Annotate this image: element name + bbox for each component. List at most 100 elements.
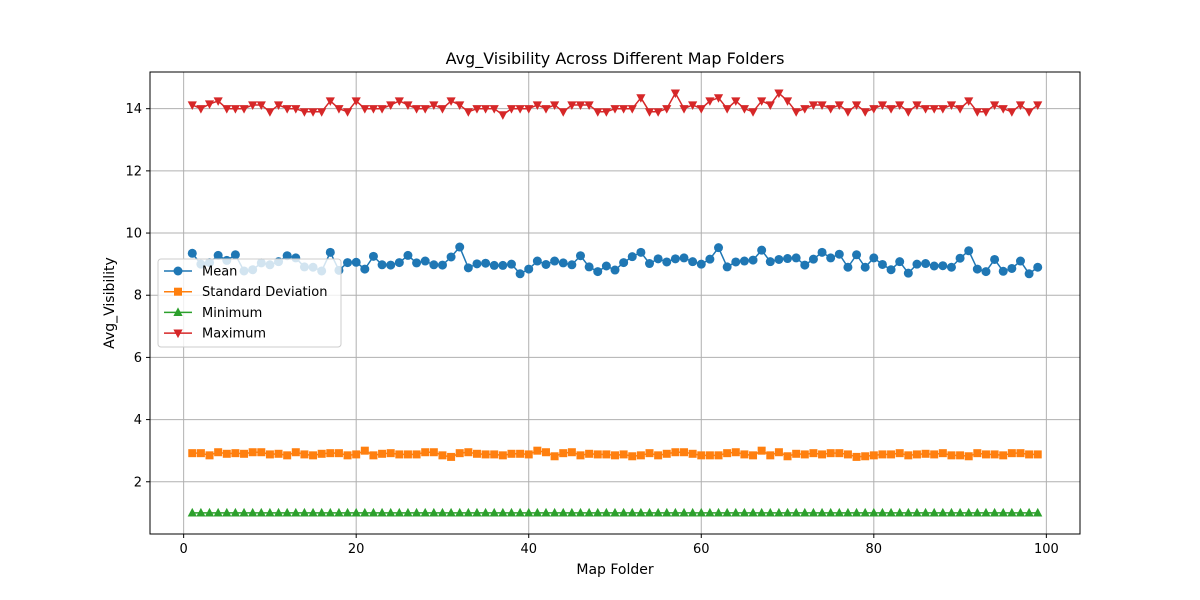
data-point-maximum <box>403 101 413 110</box>
data-point-minimum <box>731 507 741 517</box>
data-point-minimum <box>808 507 819 517</box>
data-point-standard-deviation <box>783 452 792 461</box>
data-point-maximum <box>317 108 327 117</box>
data-point-maximum <box>204 100 215 110</box>
data-point-maximum <box>843 108 853 117</box>
data-point-maximum <box>998 105 1008 114</box>
data-point-mean <box>653 254 663 264</box>
data-point-mean <box>386 260 396 270</box>
data-point-minimum <box>515 507 525 517</box>
x-tick-label: 60 <box>693 542 710 557</box>
data-point-mean <box>455 242 465 252</box>
data-point-standard-deviation <box>524 450 533 459</box>
data-point-standard-deviation <box>378 449 387 458</box>
data-point-minimum <box>325 507 335 517</box>
data-point-minimum <box>989 507 1000 517</box>
data-point-maximum <box>662 105 672 114</box>
data-point-standard-deviation <box>843 450 852 459</box>
data-point-maximum <box>964 97 974 106</box>
legend-marker-maximum <box>173 329 183 339</box>
data-point-standard-deviation <box>895 449 904 458</box>
data-point-mean <box>593 267 603 277</box>
data-point-maximum <box>670 89 680 99</box>
data-point-maximum <box>187 101 197 110</box>
data-point-minimum <box>938 507 948 517</box>
data-point-minimum <box>273 507 284 517</box>
data-point-standard-deviation <box>300 450 309 459</box>
data-point-standard-deviation <box>447 452 456 461</box>
data-point-standard-deviation <box>317 449 326 458</box>
data-point-standard-deviation <box>438 451 447 460</box>
data-point-minimum <box>644 507 655 517</box>
data-point-mean <box>636 247 646 257</box>
x-tick-label: 80 <box>866 542 883 557</box>
y-tick-label: 6 <box>134 351 142 366</box>
data-point-maximum <box>688 101 698 110</box>
data-point-mean <box>964 246 974 256</box>
data-point-maximum <box>636 94 646 103</box>
data-point-mean <box>230 250 240 260</box>
data-point-mean <box>394 258 404 268</box>
data-point-mean <box>437 260 447 270</box>
data-point-minimum <box>653 507 663 517</box>
data-point-maximum <box>619 105 629 114</box>
data-point-standard-deviation <box>749 451 758 460</box>
data-point-standard-deviation <box>602 450 611 459</box>
y-tick-label: 14 <box>125 102 142 117</box>
data-point-standard-deviation <box>507 449 516 458</box>
data-point-standard-deviation <box>386 449 395 458</box>
data-point-mean <box>765 257 775 267</box>
data-point-maximum <box>653 108 663 117</box>
data-point-maximum <box>575 101 586 110</box>
data-point-minimum <box>851 507 862 517</box>
y-tick-label: 4 <box>134 413 142 428</box>
data-point-minimum <box>834 507 844 517</box>
data-point-standard-deviation <box>274 449 283 458</box>
data-point-standard-deviation <box>352 450 361 459</box>
data-point-mean <box>860 262 870 272</box>
data-point-standard-deviation <box>257 448 266 457</box>
data-point-minimum <box>386 507 396 517</box>
data-point-standard-deviation <box>999 451 1008 460</box>
data-point-maximum <box>808 101 819 110</box>
data-point-minimum <box>748 507 758 517</box>
data-point-mean <box>921 259 931 269</box>
data-point-maximum <box>644 108 655 117</box>
data-point-minimum <box>351 507 361 517</box>
data-point-standard-deviation <box>585 449 594 458</box>
y-tick-label: 12 <box>125 164 142 179</box>
data-point-maximum <box>532 101 542 110</box>
data-point-minimum <box>877 507 888 517</box>
data-point-maximum <box>765 101 775 110</box>
data-point-standard-deviation <box>757 446 766 455</box>
data-point-maximum <box>256 101 266 110</box>
data-point-minimum <box>282 507 292 517</box>
data-point-minimum <box>601 507 611 517</box>
data-point-minimum <box>619 507 629 517</box>
data-point-minimum <box>826 507 836 517</box>
data-point-minimum <box>860 507 870 517</box>
data-point-minimum <box>903 507 913 517</box>
data-point-mean <box>929 261 939 271</box>
data-point-minimum <box>420 507 430 517</box>
data-point-maximum <box>368 105 379 114</box>
data-point-mean <box>852 250 862 260</box>
data-point-mean <box>575 251 585 261</box>
data-point-standard-deviation <box>956 451 965 460</box>
data-point-standard-deviation <box>231 449 240 458</box>
data-point-mean <box>567 260 577 270</box>
data-point-mean <box>826 253 836 263</box>
data-point-maximum <box>541 105 551 114</box>
data-point-standard-deviation <box>904 451 913 460</box>
data-point-maximum <box>429 101 439 110</box>
series-standard-deviation <box>188 446 1042 461</box>
data-point-minimum <box>213 507 223 517</box>
data-point-minimum <box>1007 507 1017 517</box>
data-point-minimum <box>912 507 922 517</box>
legend-label-standard-deviation: Standard Deviation <box>202 285 327 300</box>
data-point-minimum <box>472 507 482 517</box>
data-point-mean <box>791 253 801 263</box>
data-point-mean <box>472 259 482 269</box>
data-point-minimum <box>895 507 905 517</box>
